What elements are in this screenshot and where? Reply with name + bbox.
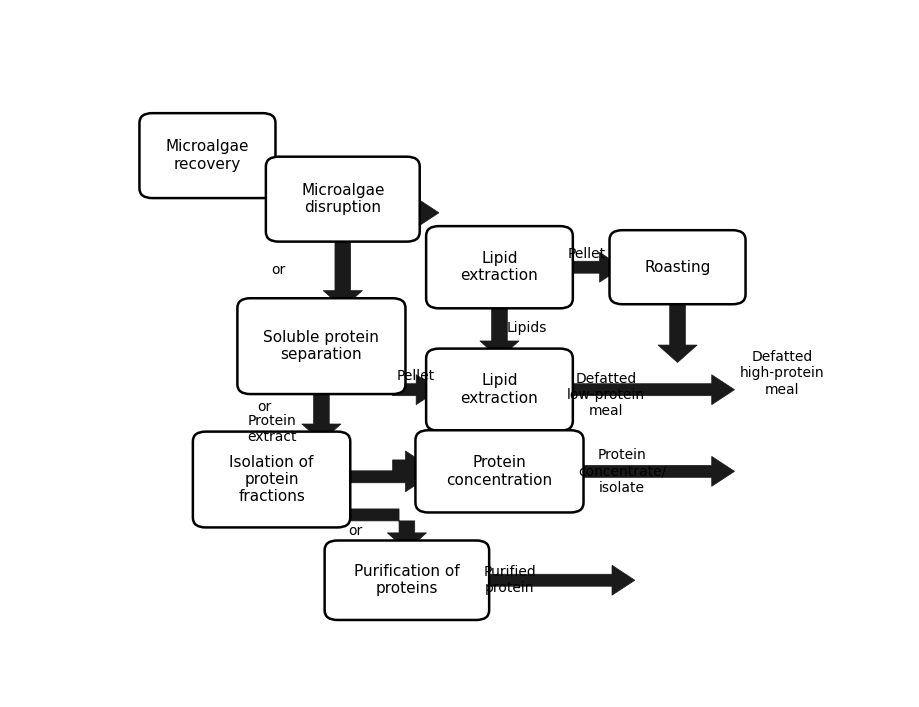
Text: Protein
extract: Protein extract bbox=[247, 414, 296, 444]
Polygon shape bbox=[658, 294, 698, 363]
Text: Pellet: Pellet bbox=[396, 369, 435, 383]
Text: Roasting: Roasting bbox=[644, 259, 710, 275]
Polygon shape bbox=[337, 462, 428, 492]
FancyBboxPatch shape bbox=[609, 230, 745, 304]
Text: Isolation of
protein
fractions: Isolation of protein fractions bbox=[230, 455, 313, 504]
Polygon shape bbox=[476, 566, 635, 595]
Polygon shape bbox=[560, 252, 622, 282]
Text: Lipid
extraction: Lipid extraction bbox=[460, 373, 539, 406]
Polygon shape bbox=[480, 298, 519, 358]
FancyBboxPatch shape bbox=[324, 540, 489, 620]
Text: Protein
concentrate/
isolate: Protein concentrate/ isolate bbox=[578, 448, 666, 495]
Polygon shape bbox=[301, 385, 341, 441]
Polygon shape bbox=[323, 232, 362, 308]
Text: Defatted
low-protein
meal: Defatted low-protein meal bbox=[567, 372, 645, 419]
Text: Lipids: Lipids bbox=[506, 322, 547, 335]
Text: Microalgae
recovery: Microalgae recovery bbox=[165, 139, 249, 172]
Polygon shape bbox=[392, 451, 428, 481]
FancyBboxPatch shape bbox=[140, 113, 276, 198]
FancyBboxPatch shape bbox=[426, 349, 573, 431]
Text: Pellet: Pellet bbox=[567, 247, 606, 261]
Text: Soluble protein
separation: Soluble protein separation bbox=[264, 330, 380, 363]
Polygon shape bbox=[330, 509, 426, 550]
Text: Purification of
proteins: Purification of proteins bbox=[354, 564, 460, 597]
Polygon shape bbox=[255, 146, 278, 176]
Text: Defatted
high-protein
meal: Defatted high-protein meal bbox=[740, 350, 824, 397]
FancyBboxPatch shape bbox=[266, 157, 420, 242]
Text: Purified
protein: Purified protein bbox=[483, 565, 536, 595]
FancyBboxPatch shape bbox=[193, 431, 350, 527]
Text: Lipid
extraction: Lipid extraction bbox=[460, 251, 539, 284]
Text: Microalgae
disruption: Microalgae disruption bbox=[301, 183, 384, 216]
FancyBboxPatch shape bbox=[237, 298, 405, 394]
Text: or: or bbox=[348, 524, 362, 538]
Text: Protein
concentration: Protein concentration bbox=[447, 455, 552, 488]
Polygon shape bbox=[407, 198, 439, 228]
Text: or: or bbox=[257, 400, 272, 414]
Polygon shape bbox=[571, 457, 734, 486]
Polygon shape bbox=[560, 375, 734, 404]
FancyBboxPatch shape bbox=[426, 226, 573, 308]
FancyBboxPatch shape bbox=[415, 431, 584, 513]
Text: or: or bbox=[271, 263, 286, 277]
Polygon shape bbox=[392, 375, 439, 404]
